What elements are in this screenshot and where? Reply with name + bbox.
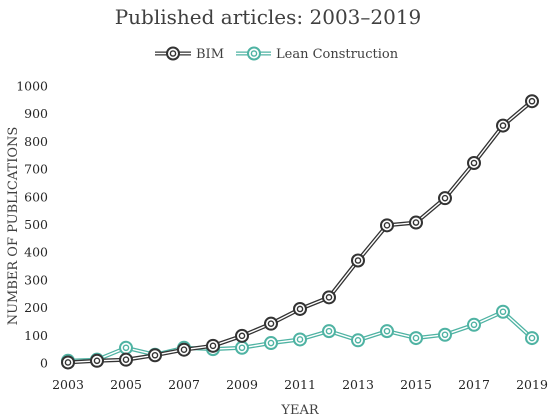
data-point-inner bbox=[64, 359, 72, 366]
data-point bbox=[496, 118, 510, 133]
data-point-inner bbox=[441, 331, 449, 339]
legend: BIM Lean Construction bbox=[155, 46, 399, 62]
legend-marker-bim bbox=[166, 46, 180, 61]
y-tick-label: 200 bbox=[24, 300, 48, 315]
x-tick-label: 2003 bbox=[52, 377, 84, 392]
data-point-inner bbox=[267, 320, 275, 327]
y-axis-title: NUMBER OF PUBLICATIONS bbox=[6, 127, 21, 326]
data-point bbox=[351, 253, 365, 268]
legend-item-lean-construction: Lean Construction bbox=[236, 46, 399, 62]
y-axis-tick-labels: 0 100 200 300 400 500 600 700 800 900 1000 bbox=[16, 79, 48, 371]
series-line bbox=[67, 99, 534, 365]
y-tick-label: 300 bbox=[24, 272, 48, 287]
legend-label-lean-construction: Lean Construction bbox=[276, 47, 399, 62]
y-tick-label: 0 bbox=[40, 356, 48, 371]
legend-marker-bim-inner bbox=[169, 50, 177, 57]
series-bim bbox=[61, 94, 539, 370]
x-tick-label: 2005 bbox=[110, 377, 142, 392]
data-point-inner bbox=[528, 97, 536, 105]
data-point-inner bbox=[209, 342, 217, 350]
y-tick-label: 500 bbox=[24, 217, 48, 232]
data-point bbox=[119, 352, 133, 367]
data-point-inner bbox=[354, 257, 362, 264]
data-point bbox=[119, 340, 133, 355]
y-tick-label: 600 bbox=[24, 189, 48, 204]
x-tick-label: 2015 bbox=[400, 377, 432, 392]
data-point bbox=[293, 332, 307, 347]
data-point bbox=[293, 301, 307, 316]
data-point-inner bbox=[296, 305, 304, 313]
data-point-inner bbox=[499, 308, 507, 316]
data-point bbox=[148, 348, 162, 363]
data-point-inner bbox=[122, 356, 130, 363]
data-point-inner bbox=[528, 334, 536, 342]
plot-area bbox=[61, 94, 539, 370]
data-point-inner bbox=[412, 334, 420, 342]
data-point-inner bbox=[296, 336, 304, 343]
y-tick-label: 1000 bbox=[16, 79, 48, 94]
data-point-inner bbox=[238, 332, 246, 340]
data-point bbox=[61, 355, 75, 370]
x-axis-title: YEAR bbox=[280, 403, 319, 418]
data-point-inner bbox=[470, 321, 478, 329]
x-tick-label: 2017 bbox=[458, 377, 490, 392]
x-tick-label: 2013 bbox=[342, 377, 374, 392]
data-point-inner bbox=[325, 294, 333, 301]
y-tick-label: 900 bbox=[24, 106, 48, 121]
data-point bbox=[90, 353, 104, 368]
data-point-inner bbox=[383, 222, 391, 229]
legend-item-bim: BIM bbox=[155, 46, 224, 62]
data-point bbox=[409, 331, 423, 346]
x-axis-tick-labels: 2003 2005 2007 2009 2011 2013 2015 2017 2019 bbox=[52, 377, 548, 392]
data-point-inner bbox=[383, 327, 391, 335]
data-point-inner bbox=[238, 344, 246, 352]
y-tick-label: 700 bbox=[24, 162, 48, 177]
x-tick-label: 2007 bbox=[168, 377, 200, 392]
data-point-inner bbox=[441, 194, 449, 202]
data-point bbox=[380, 218, 394, 233]
data-point-inner bbox=[93, 357, 101, 365]
data-point bbox=[438, 327, 452, 342]
chart-title: Published articles: 2003–2019 bbox=[115, 5, 422, 29]
data-point bbox=[322, 290, 336, 305]
data-point bbox=[467, 156, 481, 171]
data-point-inner bbox=[325, 327, 333, 335]
y-tick-label: 800 bbox=[24, 134, 48, 149]
legend-marker-lean bbox=[247, 46, 261, 61]
legend-marker-lean-inner bbox=[250, 50, 258, 57]
data-point-inner bbox=[354, 336, 362, 344]
x-tick-label: 2011 bbox=[284, 377, 316, 392]
data-point bbox=[467, 317, 481, 332]
data-point bbox=[496, 304, 510, 319]
data-point bbox=[438, 191, 452, 206]
y-tick-label: 400 bbox=[24, 245, 48, 260]
data-point bbox=[177, 342, 191, 357]
series-line-inner bbox=[67, 100, 533, 364]
data-point bbox=[351, 333, 365, 348]
x-tick-label: 2009 bbox=[226, 377, 258, 392]
data-point-inner bbox=[499, 122, 507, 129]
data-point bbox=[264, 336, 278, 351]
data-point-inner bbox=[151, 351, 159, 359]
data-point bbox=[322, 324, 336, 339]
data-point bbox=[235, 340, 249, 355]
data-point-inner bbox=[412, 219, 420, 226]
data-point bbox=[206, 338, 220, 353]
legend-label-bim: BIM bbox=[196, 47, 224, 62]
data-point-inner bbox=[470, 159, 478, 167]
data-point bbox=[409, 215, 423, 230]
y-tick-label: 100 bbox=[24, 328, 48, 343]
data-point bbox=[380, 324, 394, 339]
data-point-inner bbox=[267, 339, 275, 347]
data-point bbox=[525, 331, 539, 346]
data-point-inner bbox=[180, 346, 188, 354]
data-point bbox=[525, 94, 539, 109]
data-point bbox=[264, 316, 278, 331]
data-point-inner bbox=[122, 344, 130, 352]
x-tick-label: 2019 bbox=[516, 377, 548, 392]
data-point bbox=[235, 328, 249, 343]
